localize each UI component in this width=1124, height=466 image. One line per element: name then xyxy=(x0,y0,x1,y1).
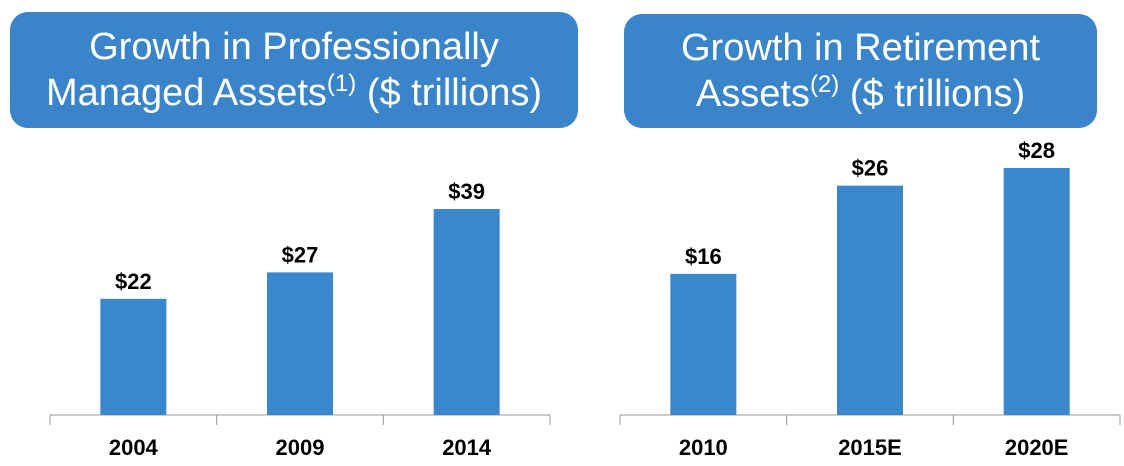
value-label: $26 xyxy=(852,156,889,181)
bar xyxy=(670,273,737,415)
title-note: (2) xyxy=(809,71,840,98)
x-tick-label: 2009 xyxy=(276,435,325,460)
x-tick-label: 2010 xyxy=(679,435,728,460)
title-unit: ($ trillions) xyxy=(849,73,1026,115)
title-unit: ($ trillions) xyxy=(366,72,543,114)
chart-title: Growth in Professionally Managed Assets(… xyxy=(18,24,570,116)
x-tick-label: 2020E xyxy=(1005,435,1069,460)
title-box: Growth in Retirement Assets(2) ($ trilli… xyxy=(624,14,1097,128)
value-label: $27 xyxy=(282,242,319,267)
bar xyxy=(1003,168,1070,415)
bar xyxy=(837,185,903,415)
value-label: $22 xyxy=(115,269,152,294)
title-text: Growth in Retirement Assets xyxy=(680,27,1040,115)
bar xyxy=(267,272,333,415)
title-text: Growth in Professionally Managed Assets xyxy=(45,26,499,114)
bar xyxy=(100,298,167,415)
bar xyxy=(433,209,500,415)
value-label: $28 xyxy=(1018,138,1055,163)
chart-title: Growth in Retirement Assets(2) ($ trilli… xyxy=(632,25,1089,117)
title-note: (1) xyxy=(326,70,357,97)
value-label: $16 xyxy=(685,244,722,269)
x-tick-label: 2004 xyxy=(109,435,159,460)
x-tick-label: 2015E xyxy=(838,435,902,460)
title-box: Growth in Professionally Managed Assets(… xyxy=(10,12,578,128)
value-label: $39 xyxy=(448,179,485,204)
x-tick-label: 2014 xyxy=(442,435,492,460)
